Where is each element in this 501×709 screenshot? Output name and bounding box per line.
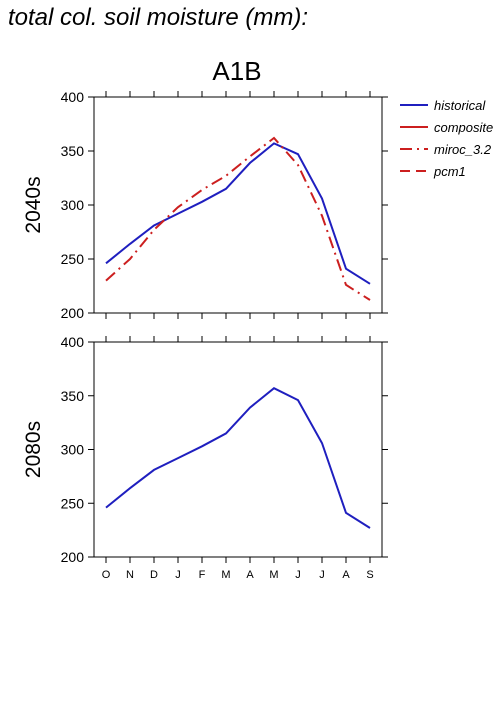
series-line-miroc-3-2: [105, 136, 371, 301]
x-tick-label: A: [246, 569, 254, 581]
plot-frame: [93, 341, 383, 558]
x-tick-label: M: [221, 569, 230, 581]
y-tick-label: 300: [61, 197, 85, 213]
y-tick-label: 300: [61, 442, 85, 458]
y-tick-label: 350: [61, 388, 85, 404]
x-tick-label: S: [366, 569, 373, 581]
page-title: total col. soil moisture (mm):: [8, 4, 309, 31]
series-line-historical: [105, 142, 371, 285]
y-tick-label: 200: [61, 305, 85, 321]
chart-panel-2080s: 200 250 300 350 400 O N D J F M A M J J A S 2080s: [22, 334, 388, 581]
y-tick-label: 400: [61, 89, 85, 105]
x-tick-label: J: [295, 569, 301, 581]
y-tick-label: 400: [61, 334, 85, 350]
x-tick-label: F: [199, 569, 206, 581]
x-tick-label: J: [319, 569, 325, 581]
y-tick-label: 250: [61, 495, 85, 511]
y-tick-label: 350: [61, 143, 85, 159]
chart-panel-2040s: 200 250 300 350 400 2040s: [22, 89, 388, 321]
legend-label-miroc: miroc_3.2: [434, 142, 492, 157]
x-tick-label: N: [126, 569, 134, 581]
x-tick-label: O: [102, 569, 111, 581]
plot-frame: [93, 96, 383, 314]
x-tick-label: A: [342, 569, 350, 581]
legend-label-historical: historical: [434, 98, 486, 113]
y-axis-label: 2080s: [22, 421, 45, 478]
chart-legend: historical composite miroc_3.2 pcm1: [400, 98, 493, 179]
y-tick-label: 200: [61, 549, 85, 565]
legend-label-pcm1: pcm1: [433, 164, 466, 179]
x-tick-label: J: [175, 569, 181, 581]
scenario-title: A1B: [212, 56, 261, 86]
y-tick-label: 250: [61, 251, 85, 267]
x-tick-label: M: [269, 569, 278, 581]
legend-label-composite: composite: [434, 120, 493, 135]
y-axis-label: 2040s: [22, 176, 45, 233]
series-line-historical: [105, 387, 371, 529]
x-tick-label: D: [150, 569, 158, 581]
